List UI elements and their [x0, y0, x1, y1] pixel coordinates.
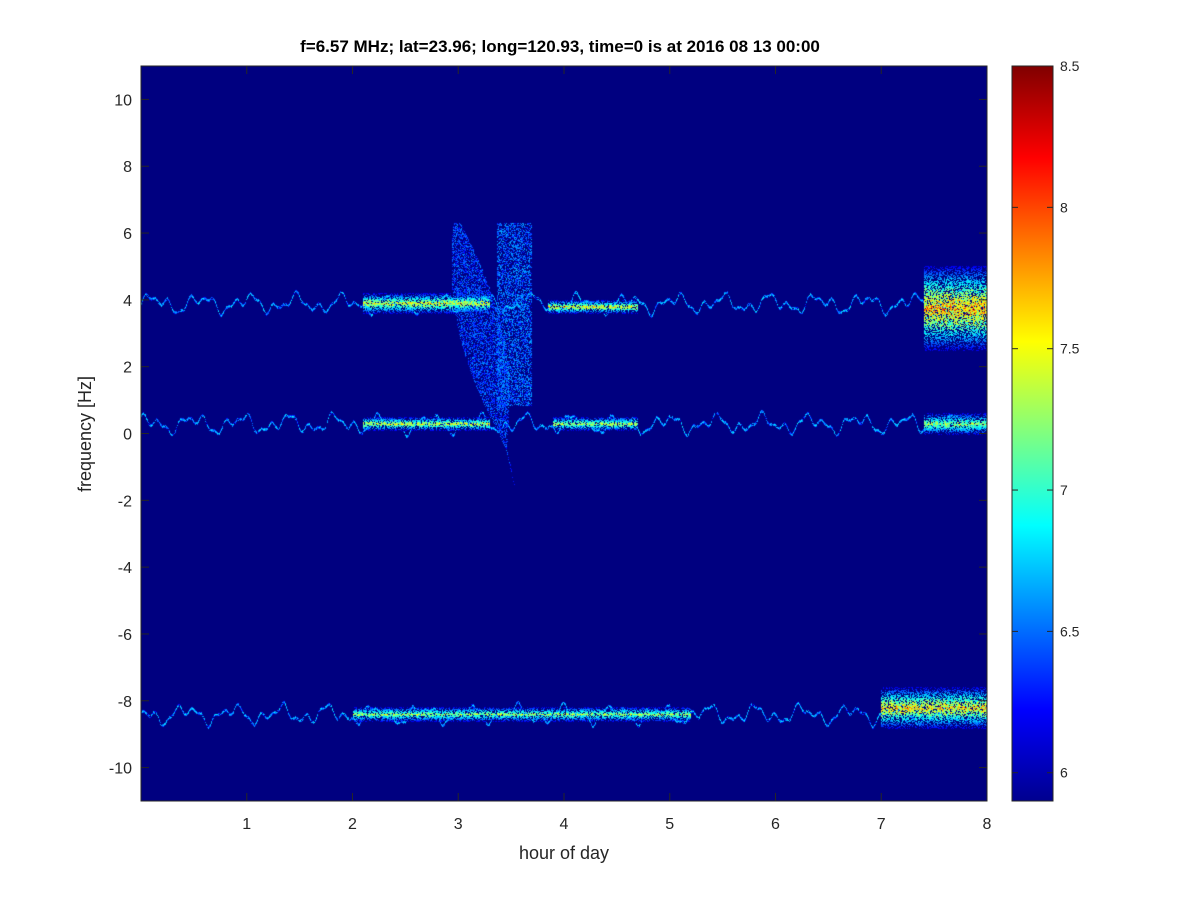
y-axis-label: frequency [Hz] — [75, 376, 95, 492]
chart-title: f=6.57 MHz; lat=23.96; long=120.93, time… — [300, 37, 820, 56]
colorbar-gradient — [1011, 65, 1054, 802]
x-tick-label: 5 — [665, 816, 674, 833]
colorbar-tick-label: 8 — [1060, 199, 1068, 215]
y-tick-label: 4 — [123, 293, 132, 310]
colorbar-tick-label: 7.5 — [1060, 341, 1080, 357]
y-tick-label: -2 — [118, 493, 132, 510]
colorbar-tick-label: 7 — [1060, 482, 1068, 498]
y-tick-label: 8 — [123, 159, 132, 176]
colorbar-tick-label: 6 — [1060, 765, 1068, 781]
colorbar-tick-label: 6.5 — [1060, 623, 1080, 639]
x-axis-label: hour of day — [519, 843, 609, 863]
y-tick-label: -10 — [109, 761, 132, 778]
y-tick-label: 10 — [114, 92, 132, 109]
colorbar-tick-label: 8.5 — [1060, 58, 1080, 74]
y-tick-label: -8 — [118, 694, 132, 711]
y-tick-label: 0 — [123, 427, 132, 444]
x-tick-label: 6 — [771, 816, 780, 833]
y-tick-label: -4 — [118, 560, 132, 577]
x-tick-label: 3 — [454, 816, 463, 833]
heatmap-image — [141, 66, 987, 801]
colorbar: 6 6.5 7 7.5 8 8.5 — [1011, 58, 1080, 802]
colorbar-ticks: 6 6.5 7 7.5 8 8.5 — [1012, 58, 1080, 781]
x-tick-label: 2 — [348, 816, 357, 833]
x-tick-label: 8 — [983, 816, 992, 833]
plot-area: 1 2 3 4 5 6 7 8 -10 -8 -6 -4 -2 0 2 4 6 8 10 — [109, 65, 992, 833]
y-tick-label: 6 — [123, 226, 132, 243]
x-tick-label: 1 — [242, 816, 251, 833]
y-axis-ticks: -10 -8 -6 -4 -2 0 2 4 6 8 10 — [109, 92, 987, 778]
y-tick-label: 2 — [123, 360, 132, 377]
x-tick-label: 4 — [560, 816, 569, 833]
x-axis-ticks: 1 2 3 4 5 6 7 8 — [242, 66, 992, 833]
y-tick-label: -6 — [118, 627, 132, 644]
x-tick-label: 7 — [877, 816, 886, 833]
